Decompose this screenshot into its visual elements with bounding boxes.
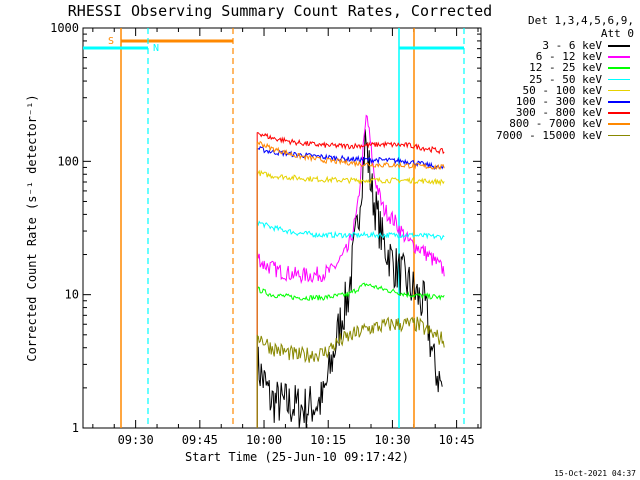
series-line-1 xyxy=(256,114,445,285)
legend-header: Det 1,3,4,5,6,9, Att 0 xyxy=(528,14,634,40)
legend-swatch xyxy=(608,67,630,69)
timestamp: 15-Oct-2021 04:37 xyxy=(554,469,636,478)
night-label: N xyxy=(153,43,159,54)
legend-label: 25 - 50 keV xyxy=(529,72,602,86)
legend-item: 100 - 300 keV xyxy=(476,96,636,107)
legend-attenuator: Att 0 xyxy=(600,27,634,40)
series-line-7 xyxy=(256,140,445,171)
legend-item: 7000 - 15000 keV xyxy=(476,130,636,141)
series-line-8 xyxy=(256,316,445,364)
series-line-2 xyxy=(256,282,445,301)
legend-detectors: Det 1,3,4,5,6,9, xyxy=(528,14,634,27)
legend-label: 100 - 300 keV xyxy=(515,94,602,108)
legend-item: 300 - 800 keV xyxy=(476,107,636,118)
legend-swatch xyxy=(608,45,630,47)
legend-swatch xyxy=(608,89,630,92)
x-tick-label: 10:15 xyxy=(310,433,346,447)
legend-label: 3 - 6 keV xyxy=(542,39,602,52)
legend: 3 - 6 keV 6 - 12 keV 12 - 25 keV 25 - 50 ke… xyxy=(476,40,636,141)
legend-swatch xyxy=(608,100,630,103)
plot-frame xyxy=(82,27,482,429)
data-series xyxy=(256,114,445,429)
plot-axes xyxy=(82,27,482,429)
legend-swatch xyxy=(608,123,630,125)
legend-swatch xyxy=(608,78,630,81)
legend-swatch xyxy=(608,112,630,114)
legend-item: 800 - 7000 keV xyxy=(476,118,636,129)
y-tick-label: 10 xyxy=(65,288,79,302)
x-tick-label: 10:00 xyxy=(246,433,282,447)
legend-label: 50 - 100 keV xyxy=(522,83,602,97)
series-line-6 xyxy=(257,132,445,155)
series-line-3 xyxy=(256,220,445,241)
legend-label: 6 - 12 keV xyxy=(535,50,602,64)
legend-swatch xyxy=(608,134,630,137)
legend-label: 12 - 25 keV xyxy=(529,61,602,75)
legend-item: 3 - 6 keV xyxy=(476,40,636,51)
y-tick-label: 1000 xyxy=(50,21,79,35)
y-axis-label: Corrected Count Rate (s⁻¹ detector⁻¹) xyxy=(25,94,39,361)
legend-label: 7000 - 15000 keV xyxy=(496,128,602,142)
x-tick-label: 09:30 xyxy=(118,433,154,447)
y-tick-label: 100 xyxy=(57,154,79,168)
x-tick-label: 09:45 xyxy=(182,433,218,447)
legend-item: 12 - 25 keV xyxy=(476,62,636,73)
legend-item: 6 - 12 keV xyxy=(476,51,636,62)
x-tick-label: 10:30 xyxy=(374,433,410,447)
saa-label: S xyxy=(108,36,114,47)
legend-swatch xyxy=(608,56,630,58)
series-line-0 xyxy=(256,129,443,429)
legend-item: 25 - 50 keV xyxy=(476,74,636,85)
x-axis-label: Start Time (25-Jun-10 09:17:42) xyxy=(185,450,409,464)
legend-item: 50 - 100 keV xyxy=(476,85,636,96)
chart-title: RHESSI Observing Summary Count Rates, Co… xyxy=(67,2,493,20)
x-tick-label: 10:45 xyxy=(439,433,475,447)
series-line-4 xyxy=(256,169,445,187)
legend-label: 300 - 800 keV xyxy=(515,106,602,120)
axis-labels: 1 10 100 1000 09:30 09:45 10:00 10:15 10:30 10:45… xyxy=(25,21,475,464)
y-tick-label: 1 xyxy=(72,421,79,435)
legend-label: 800 - 7000 keV xyxy=(509,117,602,131)
